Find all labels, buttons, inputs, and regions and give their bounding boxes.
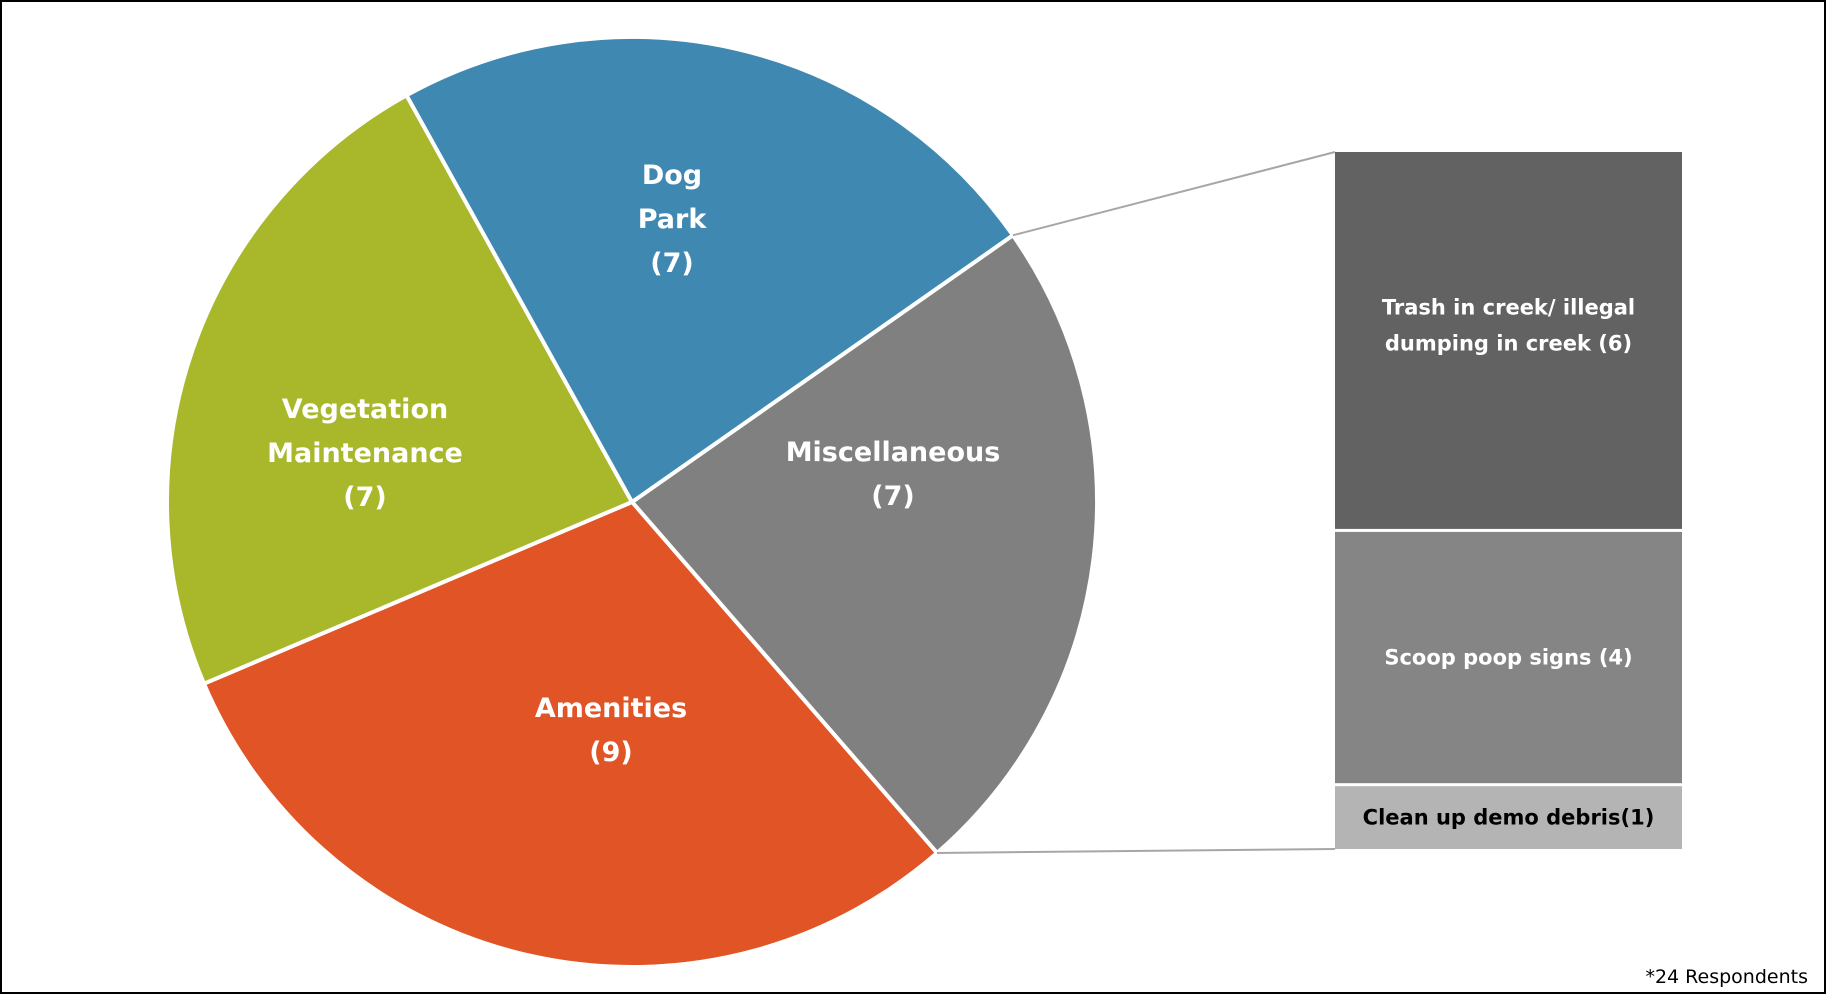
bar-segment-2 — [1335, 531, 1682, 784]
slice-label-amenities: Amenities (9) — [535, 693, 687, 768]
slice-label-vegetation-maintenance: Vegetation Maintenance (7) — [267, 394, 463, 513]
bar-label-2: Scoop poop signs (4) — [1384, 646, 1632, 670]
connector-line-top — [1012, 151, 1336, 237]
bar-label-1: Trash in creek/ illegal dumping in creek … — [1382, 295, 1635, 355]
footnote: *24 Respondents — [1645, 966, 1808, 988]
breakdown-bar: Trash in creek/ illegal dumping in creek … — [1335, 152, 1682, 849]
bar-segment-1 — [1335, 152, 1682, 529]
slice-label-miscellaneous: Miscellaneous (7) — [786, 437, 1001, 512]
pie: Miscellaneous (7) Amenities (9) Vegetation Ma… — [165, 35, 1099, 969]
pie-slice-amenities — [201, 500, 940, 969]
bar-label-3: Clean up demo debris(1) — [1363, 806, 1655, 830]
connector-line-bottom — [937, 848, 1336, 854]
slice-label-dog-park: Dog Park (7) — [638, 160, 708, 279]
connector-lines — [937, 151, 1336, 854]
bar-segment-3 — [1335, 786, 1682, 849]
pie-slice-miscellaneous — [630, 233, 1099, 855]
pie-slice-vegetation-maintenance — [165, 93, 634, 686]
pie-slice-dog-park — [404, 35, 1015, 504]
